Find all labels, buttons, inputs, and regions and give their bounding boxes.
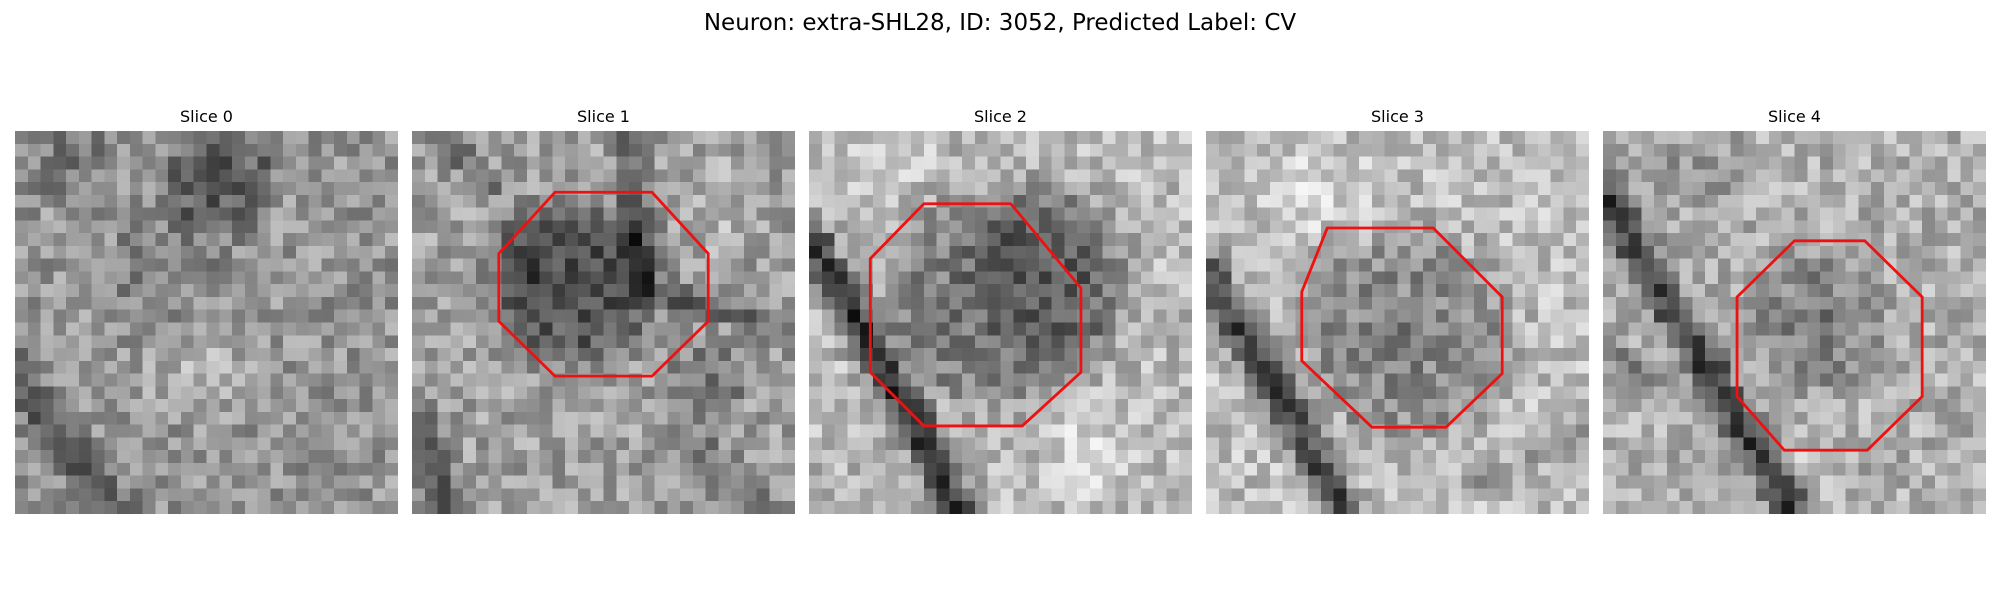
slice-title-3: Slice 3 bbox=[1371, 107, 1424, 126]
slice-image-3 bbox=[1206, 131, 1589, 514]
slice-panel-2: Slice 2 bbox=[809, 107, 1192, 514]
roi-outline-2 bbox=[868, 202, 1083, 428]
slice-title-2: Slice 2 bbox=[974, 107, 1027, 126]
roi-outline-1 bbox=[497, 190, 710, 378]
slice-image-1 bbox=[412, 131, 795, 514]
roi-outline-4 bbox=[1735, 239, 1924, 452]
slice-image-2 bbox=[809, 131, 1192, 514]
slice-panel-4: Slice 4 bbox=[1603, 107, 1986, 514]
roi-outline-3 bbox=[1300, 226, 1504, 429]
slice-title-0: Slice 0 bbox=[180, 107, 233, 126]
slice-image-0 bbox=[15, 131, 398, 514]
slice-title-1: Slice 1 bbox=[577, 107, 630, 126]
slice-image-4 bbox=[1603, 131, 1986, 514]
slice-panel-3: Slice 3 bbox=[1206, 107, 1589, 514]
figure-title: Neuron: extra-SHL28, ID: 3052, Predicted… bbox=[703, 10, 1297, 36]
slice-panel-0: Slice 0 bbox=[15, 107, 398, 514]
slice-title-4: Slice 4 bbox=[1768, 107, 1821, 126]
slice-panel-1: Slice 1 bbox=[412, 107, 795, 514]
